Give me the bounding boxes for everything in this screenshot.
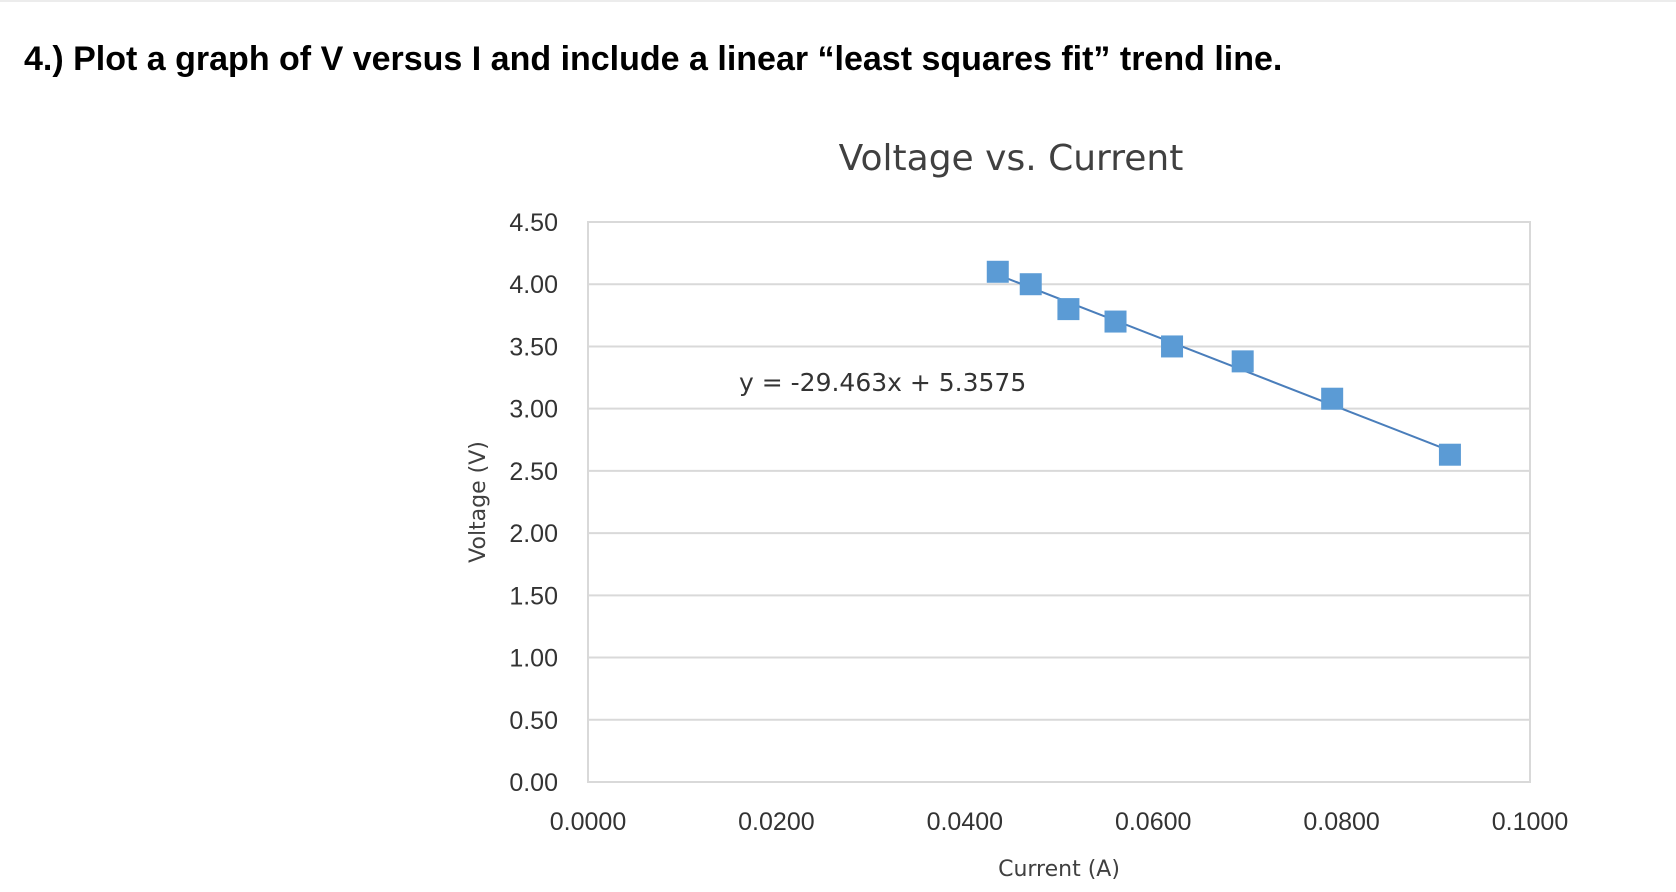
- question-text: 4.) Plot a graph of V versus I and inclu…: [24, 40, 1283, 78]
- x-tick-label: 0.0400: [927, 808, 1003, 836]
- data-point: [1161, 335, 1184, 358]
- data-point: [1019, 273, 1042, 296]
- y-tick-label: 1.50: [509, 582, 558, 610]
- plot-area: [587, 221, 1531, 783]
- y-tick-label: 2.00: [509, 520, 558, 548]
- x-tick-label: 0.0800: [1303, 808, 1379, 836]
- x-tick-label: 0.0600: [1115, 808, 1191, 836]
- y-tick-label: 4.50: [509, 209, 558, 237]
- y-tick-label: 2.50: [509, 458, 558, 486]
- data-point: [1321, 387, 1344, 410]
- y-tick-label: 1.00: [509, 645, 558, 673]
- x-axis-label: Current (A): [998, 857, 1120, 882]
- y-tick-label: 0.50: [509, 707, 558, 735]
- data-point: [1057, 298, 1080, 321]
- data-point: [986, 260, 1009, 283]
- x-tick-label: 0.1000: [1492, 808, 1568, 836]
- data-point: [1104, 310, 1127, 333]
- y-axis-label: Voltage (V): [466, 441, 491, 563]
- y-tick-label: 3.00: [509, 396, 558, 424]
- data-point: [1438, 443, 1461, 466]
- y-tick-label: 3.50: [509, 333, 558, 361]
- trendline-equation: y = -29.463x + 5.3575: [739, 368, 1026, 397]
- x-tick-label: 0.0000: [550, 808, 626, 836]
- x-tick-label: 0.0200: [738, 808, 814, 836]
- chart-title: Voltage vs. Current: [839, 138, 1184, 179]
- y-tick-label: 0.00: [509, 769, 558, 797]
- top-rule: [0, 0, 1676, 2]
- data-point: [1231, 350, 1254, 373]
- y-tick-label: 4.00: [509, 271, 558, 299]
